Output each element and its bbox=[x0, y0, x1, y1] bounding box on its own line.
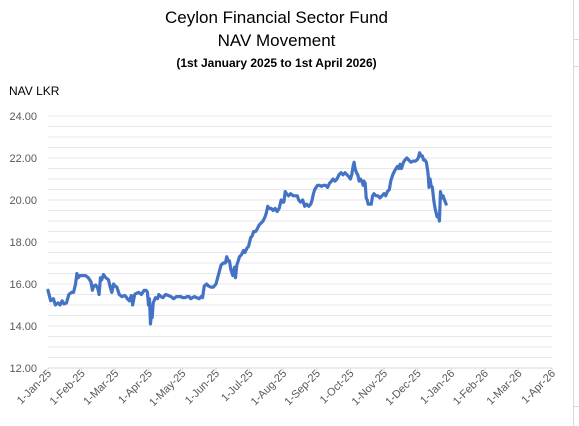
x-tick-label: 1-Jun-25 bbox=[183, 368, 222, 407]
x-tick-label: 1-Aug-25 bbox=[249, 368, 289, 408]
x-axis-ticks: 1-Jan-251-Feb-251-Mar-251-Apr-251-May-25… bbox=[15, 368, 558, 409]
y-tick-label: 22.00 bbox=[9, 153, 37, 165]
chart-subtitle: NAV Movement bbox=[217, 31, 336, 50]
x-tick-label: 1-Mar-25 bbox=[81, 368, 121, 408]
gridlines bbox=[48, 115, 552, 358]
frame-tick bbox=[573, 66, 579, 67]
x-tick-label: 1-Nov-25 bbox=[350, 368, 390, 408]
frame-tick bbox=[573, 39, 579, 40]
chart-date-range: (1st January 2025 to 1st April 2026) bbox=[176, 56, 377, 70]
x-tick-label: 1-Feb-26 bbox=[451, 368, 491, 408]
y-axis-ticks: 12.00 14.00 16.00 18.00 20.00 22.00 24.00 bbox=[9, 111, 37, 375]
y-tick-label: 24.00 bbox=[9, 111, 37, 123]
y-tick-label: 12.00 bbox=[9, 363, 37, 375]
y-axis-label: NAV LKR bbox=[9, 84, 60, 98]
y-tick-label: 14.00 bbox=[9, 321, 37, 333]
nav-series-line bbox=[46, 151, 448, 326]
x-tick-label: 1-Feb-25 bbox=[48, 368, 88, 408]
frame-border bbox=[573, 0, 574, 426]
chart-title: Ceylon Financial Sector Fund bbox=[164, 8, 388, 27]
y-tick-label: 18.00 bbox=[9, 237, 37, 249]
frame-tick bbox=[573, 406, 579, 407]
x-tick-label: 1-Dec-25 bbox=[383, 368, 423, 408]
y-tick-label: 16.00 bbox=[9, 279, 37, 291]
x-tick-label: 1-Mar-26 bbox=[484, 368, 524, 408]
x-tick-label: 1-May-25 bbox=[147, 368, 188, 409]
x-tick-label: 1-Sep-25 bbox=[282, 368, 322, 408]
y-tick-label: 20.00 bbox=[9, 195, 37, 207]
x-tick-label: 1-Apr-26 bbox=[519, 368, 558, 407]
